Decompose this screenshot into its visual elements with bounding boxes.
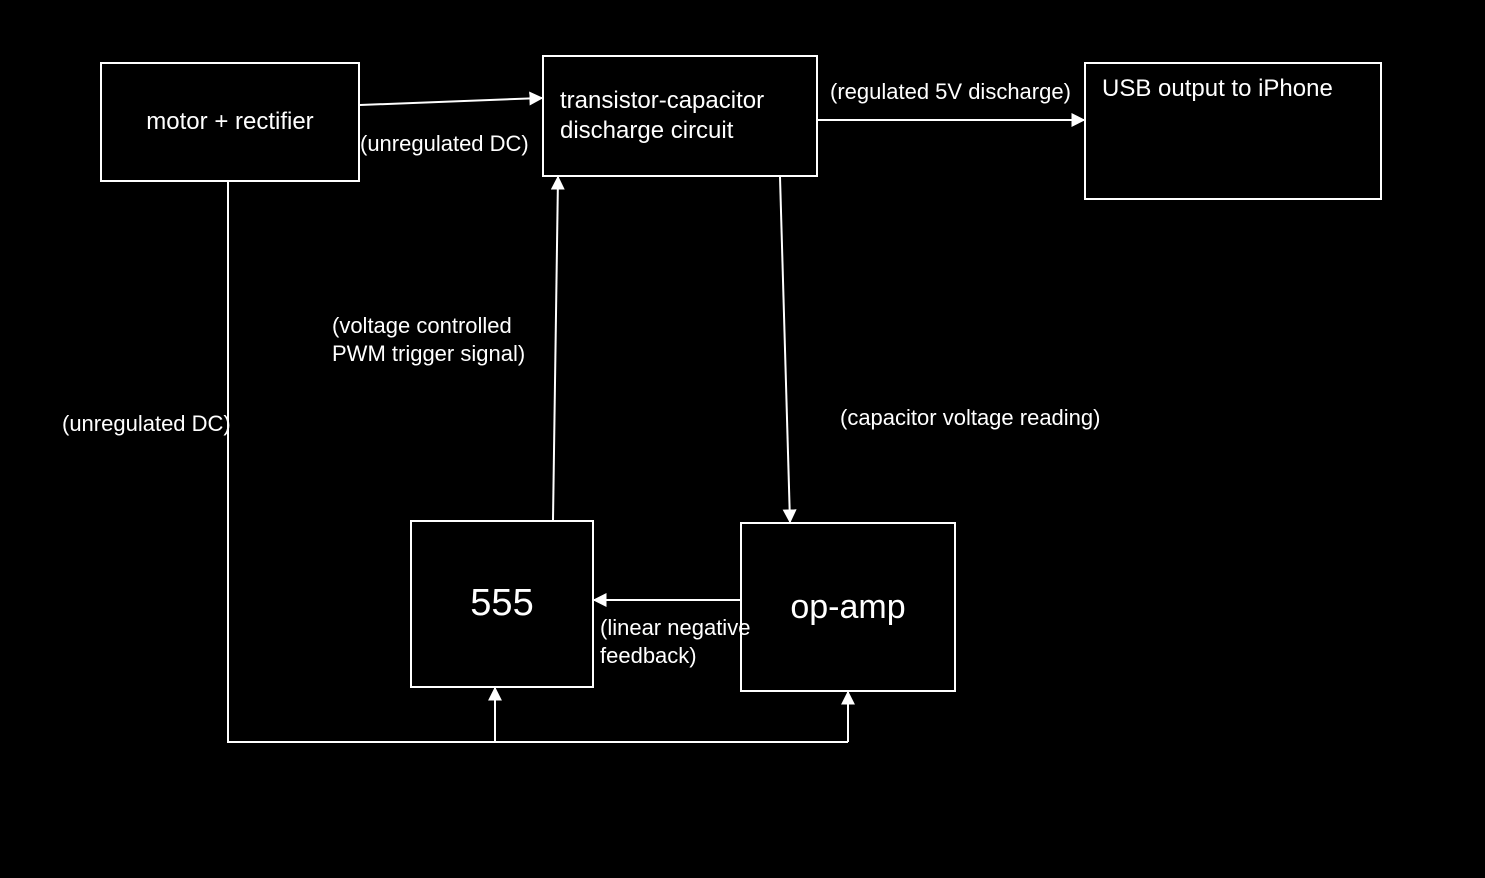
edge-label-negative-feedback: (linear negative feedback)	[600, 614, 750, 669]
node-op-amp: op-amp	[740, 522, 956, 692]
edge-label-unregulated-dc-top: (unregulated DC)	[360, 130, 529, 158]
edge-label-pwm-trigger: (voltage controlled PWM trigger signal)	[332, 312, 525, 367]
node-discharge-label: transistor-capacitor discharge circuit	[560, 86, 800, 146]
node-opamp-label: op-amp	[790, 586, 905, 629]
edge-label-cap-voltage: (capacitor voltage reading)	[840, 404, 1100, 432]
edge-label-regulated-5v: (regulated 5V discharge)	[830, 78, 1071, 106]
node-discharge-circuit: transistor-capacitor discharge circuit	[542, 55, 818, 177]
edge-timer_to_discharge	[553, 177, 558, 520]
node-555-timer: 555	[410, 520, 594, 688]
edge-discharge_to_opamp	[780, 177, 790, 522]
node-usb-label: USB output to iPhone	[1102, 74, 1333, 104]
edge-label-unregulated-dc-left: (unregulated DC)	[62, 410, 231, 438]
node-motor-rectifier: motor + rectifier	[100, 62, 360, 182]
node-555-label: 555	[470, 580, 533, 628]
node-motor-label: motor + rectifier	[146, 107, 313, 137]
node-usb-output: USB output to iPhone	[1084, 62, 1382, 200]
diagram-canvas: motor + rectifier transistor-capacitor d…	[0, 0, 1485, 878]
edge-motor_to_discharge	[360, 98, 542, 105]
